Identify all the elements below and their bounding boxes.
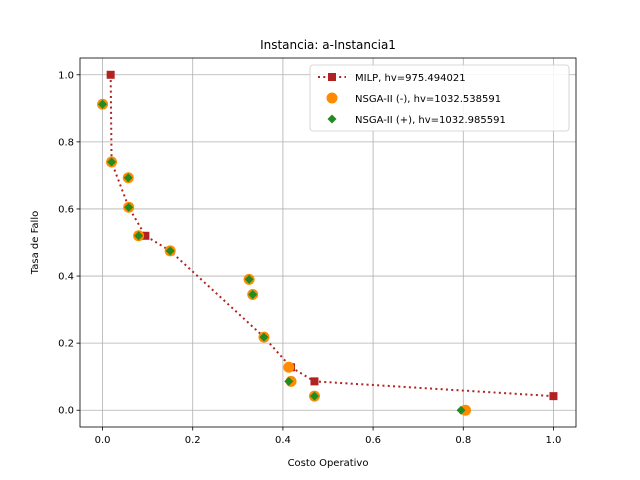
y-tick-label: 0.6 (58, 204, 74, 215)
legend-label: MILP, hv=975.494021 (355, 73, 466, 84)
x-tick-label: 0.0 (95, 435, 111, 446)
data-point (549, 392, 558, 401)
data-point (134, 231, 144, 241)
data-point (98, 99, 108, 109)
legend-label: NSGA-II (-), hv=1032.538591 (355, 94, 501, 105)
data-point (124, 202, 134, 212)
legend-label: NSGA-II (+), hv=1032.985591 (355, 115, 506, 126)
data-point (283, 361, 295, 373)
data-point (309, 391, 319, 401)
data-point (141, 231, 150, 240)
chart-title: Instancia: a-Instancia1 (260, 38, 396, 52)
legend: MILP, hv=975.494021 NSGA-II (-), hv=1032.… (309, 64, 570, 132)
y-tick-label: 0.8 (58, 137, 74, 148)
grid (80, 58, 576, 427)
plot-frame (79, 57, 577, 428)
y-tick-label: 0.4 (58, 272, 74, 283)
data-point (310, 377, 319, 386)
data-point (244, 274, 254, 284)
legend-marker (328, 73, 336, 81)
legend-item: NSGA-II (-), hv=1032.538591 (326, 92, 501, 105)
data-point (106, 70, 115, 79)
y-tick-label: 0.0 (58, 406, 74, 417)
x-tick-label: 0.8 (455, 435, 471, 446)
legend-marker (326, 92, 338, 104)
data-point (456, 405, 466, 415)
data-point (123, 173, 133, 183)
data-point (248, 289, 258, 299)
y-tick-label: 0.2 (58, 339, 74, 350)
data-point (107, 157, 117, 167)
legend-marker (327, 114, 337, 124)
x-tick-label: 0.4 (275, 435, 291, 446)
data-point (165, 246, 175, 256)
series-layer (97, 70, 558, 416)
x-tick-label: 1.0 (546, 435, 562, 446)
y-tick-label: 1.0 (58, 70, 74, 81)
data-point (460, 404, 472, 416)
y-axis-label: Tasa de Fallo (30, 211, 41, 275)
x-axis-label: Costo Operativo (288, 458, 369, 469)
legend-box (309, 64, 570, 132)
x-tick-label: 0.2 (185, 435, 201, 446)
data-point (259, 332, 269, 342)
series-3 (98, 99, 466, 415)
x-tick-label: 0.6 (365, 435, 381, 446)
legend-item: MILP, hv=975.494021 (318, 73, 466, 84)
data-point (284, 376, 294, 386)
ticks: 0.0 0.2 0.4 0.6 0.8 1.0 0.0 0.2 0.4 0.6 0.8 1.0 (58, 70, 561, 446)
legend-item: NSGA-II (+), hv=1032.985591 (327, 114, 506, 126)
